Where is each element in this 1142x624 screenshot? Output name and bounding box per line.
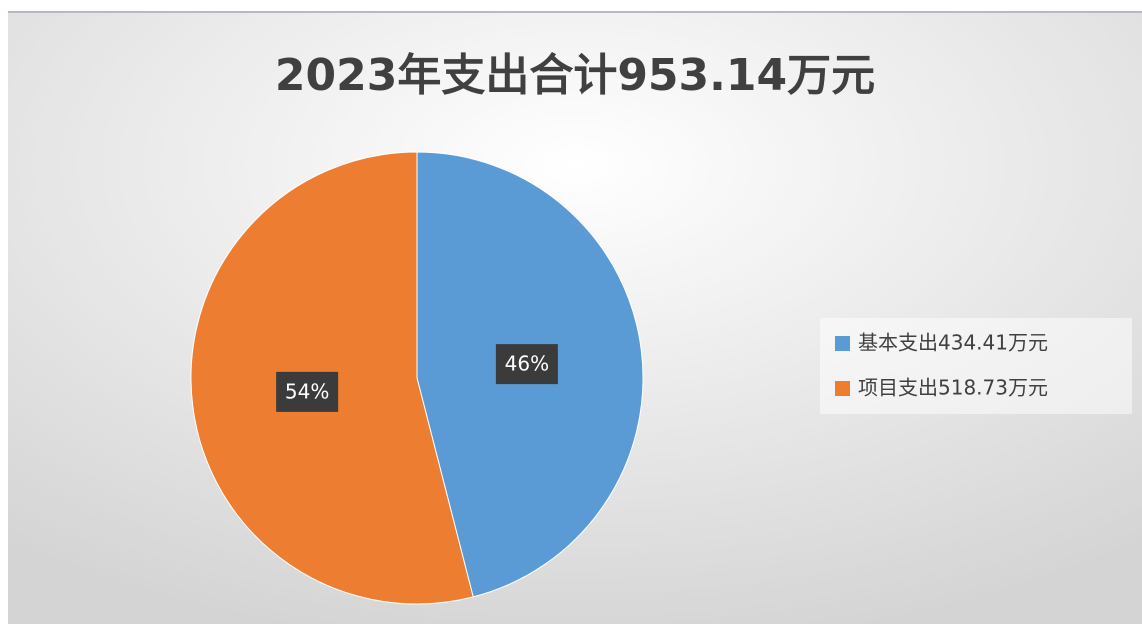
legend-swatch — [835, 381, 850, 396]
legend-box — [820, 318, 1132, 414]
legend-label: 基本支出434.41万元 — [858, 331, 1048, 355]
data-label-box — [276, 371, 339, 412]
data-label: 46% — [505, 352, 549, 376]
legend-swatch — [835, 336, 850, 351]
data-label: 54% — [285, 379, 329, 403]
chart-title: 2023年支出合计953.14万元 — [275, 50, 875, 101]
data-label-box — [495, 344, 558, 385]
legend-label: 项目支出518.73万元 — [858, 376, 1048, 400]
